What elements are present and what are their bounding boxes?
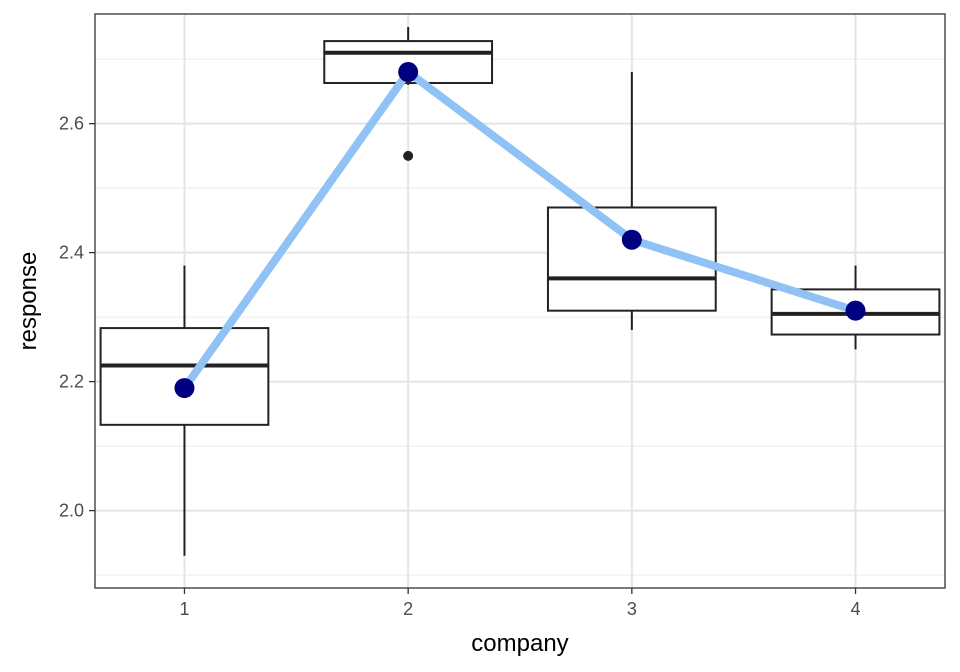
mean-layer <box>174 62 866 399</box>
mean-point <box>845 300 866 321</box>
mean-point <box>398 62 419 83</box>
mean-point <box>621 229 642 250</box>
x-tick-label: 2 <box>403 599 413 619</box>
outlier-point <box>403 150 414 161</box>
y-tick-label: 2.0 <box>59 501 84 521</box>
y-tick-label: 2.2 <box>59 372 84 392</box>
x-tick-label: 4 <box>851 599 861 619</box>
axes-layer: 2.0 2.2 2.4 2.6 1 2 3 4 <box>59 114 861 619</box>
box-body <box>99 327 270 426</box>
mean-line <box>180 68 860 393</box>
x-tick-label: 3 <box>627 599 637 619</box>
x-tick-label: 1 <box>179 599 189 619</box>
y-tick-label: 2.4 <box>59 243 84 263</box>
box-1 <box>99 265 270 556</box>
plot-border <box>94 13 946 589</box>
y-axis-title: response <box>15 252 42 351</box>
boxes-layer <box>99 26 941 556</box>
mean-point <box>174 378 195 399</box>
y-tick-label: 2.6 <box>59 114 84 134</box>
x-axis-title: company <box>471 630 568 657</box>
